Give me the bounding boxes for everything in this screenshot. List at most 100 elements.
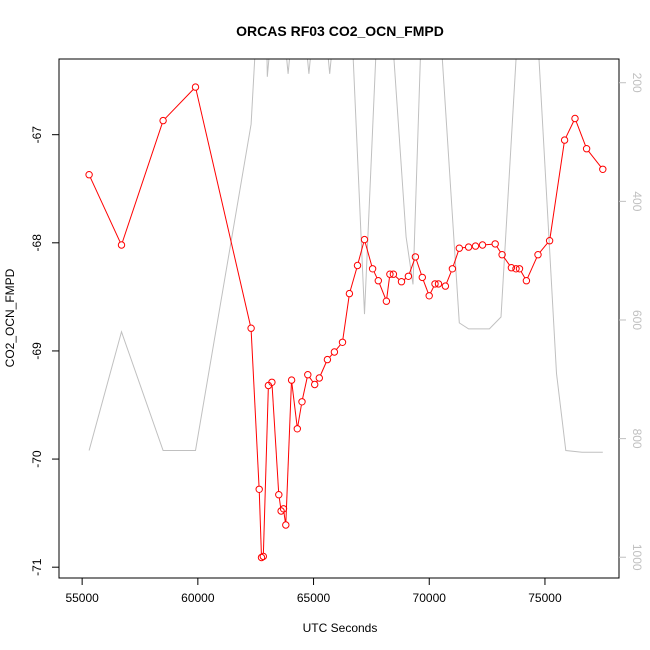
data-point xyxy=(599,165,607,174)
chart-title: ORCAS RF03 CO2_OCN_FMPD xyxy=(236,23,444,39)
data-point xyxy=(259,552,267,561)
data-point xyxy=(478,241,487,249)
data-point xyxy=(191,83,200,91)
x-tick-label: 75000 xyxy=(528,591,562,605)
data-point xyxy=(345,289,354,298)
x-tick-label: 70000 xyxy=(413,591,447,605)
data-point xyxy=(282,521,290,529)
data-point xyxy=(293,425,301,433)
primary-series-segment xyxy=(271,385,280,492)
y2-tick-label: 800 xyxy=(630,429,644,449)
y-tick-label: -68 xyxy=(30,234,44,252)
data-point xyxy=(275,491,283,499)
data-point xyxy=(397,278,406,286)
data-point xyxy=(471,242,480,250)
primary-series-segment xyxy=(89,177,121,243)
data-point xyxy=(448,265,457,273)
data-point xyxy=(287,376,296,384)
primary-series-segment xyxy=(357,242,365,263)
data-point xyxy=(389,270,398,278)
data-point xyxy=(498,251,506,259)
y-axis-label: CO2_OCN_FMPD xyxy=(3,268,17,367)
data-point xyxy=(418,273,426,282)
y-tick-label: -69 xyxy=(30,342,44,360)
primary-series-segment xyxy=(379,283,386,299)
primary-series-segment xyxy=(503,257,510,266)
primary-series-segment xyxy=(452,251,459,266)
data-point xyxy=(85,171,93,179)
primary-series-segment xyxy=(422,280,429,293)
primary-series-segment xyxy=(520,271,526,279)
y-tick-label: -70 xyxy=(30,450,44,468)
data-point xyxy=(330,348,339,356)
data-point xyxy=(545,237,554,245)
data-point xyxy=(360,235,369,244)
primary-series-segment xyxy=(496,246,501,253)
data-point xyxy=(374,277,382,285)
data-point xyxy=(515,265,524,273)
data-point xyxy=(304,371,312,379)
primary-series-segment xyxy=(575,121,586,146)
data-point xyxy=(455,244,463,252)
primary-series-segment xyxy=(165,89,194,119)
data-point xyxy=(268,378,276,386)
primary-series-segment xyxy=(250,331,260,487)
data-point xyxy=(353,261,362,270)
data-point xyxy=(323,355,332,364)
data-point xyxy=(255,485,263,493)
primary-series-segment xyxy=(283,511,286,522)
primary-series-segment xyxy=(342,296,350,340)
primary-series-segment xyxy=(285,383,292,522)
primary-series-segment xyxy=(430,286,435,294)
primary-series-segment xyxy=(302,377,308,399)
data-point xyxy=(431,280,439,288)
primary-series-segment xyxy=(415,259,422,275)
data-point xyxy=(298,398,306,406)
primary-series-segment xyxy=(539,242,548,253)
data-point xyxy=(522,277,531,285)
primary-series-segment xyxy=(349,268,358,291)
data-point xyxy=(117,241,126,249)
primary-series-segment xyxy=(278,497,282,508)
primary-series-segment xyxy=(291,383,298,426)
y2-tick-label: 200 xyxy=(630,73,644,93)
data-point xyxy=(404,272,413,280)
primary-series-segment xyxy=(258,492,262,555)
secondary-series-line xyxy=(88,59,603,453)
y2-tick-label: 400 xyxy=(630,191,644,211)
primary-series-segment xyxy=(409,259,415,274)
primary-series-segment xyxy=(549,143,565,238)
primary-series-segment xyxy=(122,123,163,243)
data-point xyxy=(368,265,377,273)
data-point xyxy=(382,297,391,305)
data-point xyxy=(277,507,285,515)
primary-series-segment xyxy=(395,276,400,280)
primary-series-segment xyxy=(364,242,373,266)
primary-series-segment xyxy=(565,121,575,138)
data-point xyxy=(279,505,288,513)
data-point xyxy=(411,253,420,261)
primary-series-segment xyxy=(373,271,378,279)
primary-series-segment xyxy=(309,377,314,383)
primary-series-segment xyxy=(195,90,251,326)
data-point xyxy=(512,265,520,273)
data-point xyxy=(247,324,255,332)
data-point xyxy=(534,251,542,259)
x-axis-label: UTC Seconds xyxy=(303,621,378,635)
primary-series-segment xyxy=(527,257,538,278)
plot-area: 55000 60000 65000 70000 75000 -71 -70 -69 -68 -67… xyxy=(30,58,644,605)
primary-series-segment xyxy=(386,277,390,299)
data-point xyxy=(338,338,347,346)
data-point xyxy=(315,374,323,382)
primary-series-segment xyxy=(485,243,493,246)
data-point xyxy=(311,380,319,389)
x-tick-label: 65000 xyxy=(297,591,331,605)
primary-series-segment xyxy=(320,362,327,376)
data-point xyxy=(434,280,443,288)
y2-tick-label: 600 xyxy=(630,310,644,330)
data-point xyxy=(386,270,394,278)
primary-series-segment xyxy=(588,150,602,168)
